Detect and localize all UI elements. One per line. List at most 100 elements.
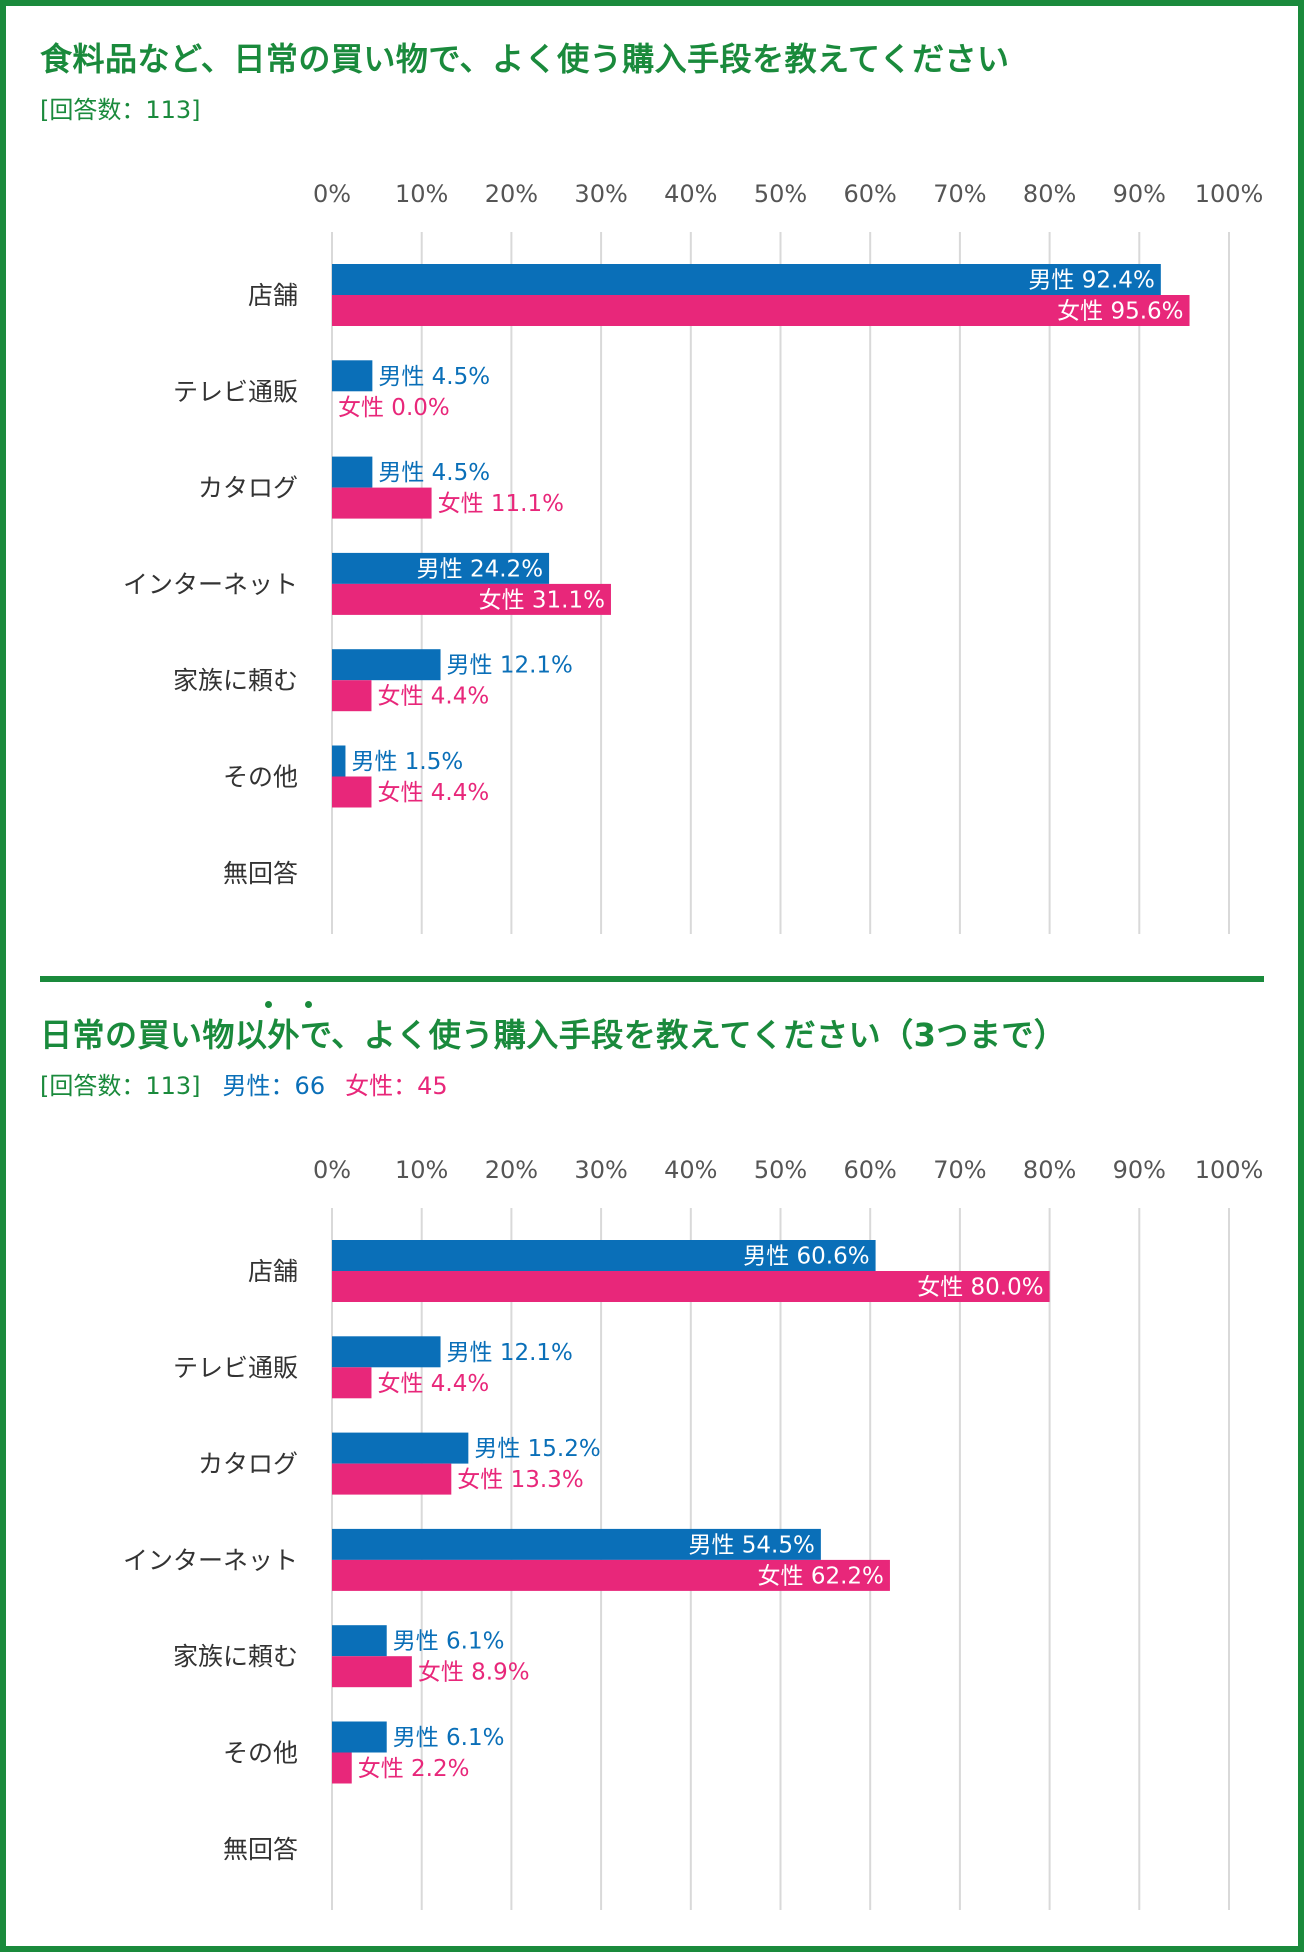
category-label: 家族に頼む (173, 666, 298, 695)
category-label: その他 (223, 763, 298, 792)
category-label: 無回答 (223, 859, 298, 888)
male-bar (332, 1336, 441, 1368)
bar-chart-1: 0% 10% 20% 30% 40% 50% 60% 70% 80% 90% 100% 店舗 男性 92… (123, 180, 1264, 934)
chart-title-2-text: 日常の買い物以外で、よく使う購入手段を教えてください（3つまで） (40, 1016, 1067, 1054)
section-divider (40, 976, 1264, 982)
chart-title-1: 食料品など、日常の買い物で、よく使う購入手段を教えてください (40, 40, 1010, 78)
x-tick-label: 10% (395, 180, 448, 208)
x-tick-label: 100% (1195, 180, 1264, 208)
category-label: 無回答 (223, 1835, 298, 1864)
bar-chart-2: 0% 10% 20% 30% 40% 50% 60% 70% 80% 90% 100% 店舗 男性 60… (123, 1156, 1264, 1910)
female-bar (332, 1752, 352, 1784)
male-value-label: 男性 54.5% (688, 1532, 814, 1558)
x-tick-label: 60% (844, 1156, 897, 1184)
x-tick-label: 70% (933, 1156, 986, 1184)
female-value-label: 女性 2.2% (358, 1756, 470, 1782)
female-value-label: 女性 11.1% (438, 491, 564, 517)
male-value-label: 男性 92.4% (1028, 268, 1154, 294)
male-value-label: 男性 12.1% (447, 1340, 573, 1366)
male-bar (332, 745, 346, 777)
category-label: 店舗 (248, 1257, 298, 1286)
category-label: インターネット (123, 570, 298, 599)
response-count-2: [回答数：113] 男性：66 女性：45 (40, 1066, 1264, 1101)
x-tick-label: 20% (485, 180, 538, 208)
x-tick-label: 50% (754, 1156, 807, 1184)
category-label: 家族に頼む (173, 1642, 298, 1671)
x-tick-label: 90% (1113, 1156, 1166, 1184)
chart-title-2: 日常の買い物以外で、よく使う購入手段を教えてください（3つまで） (40, 1001, 1264, 1056)
x-tick-label: 0% (313, 180, 351, 208)
x-tick-label: 20% (485, 1156, 538, 1184)
x-tick-label: 90% (1113, 180, 1166, 208)
response-count-1: [回答数：113] (40, 90, 1264, 125)
male-value-label: 男性 4.5% (378, 460, 490, 486)
male-value-label: 男性 1.5% (351, 749, 463, 775)
male-bar (332, 649, 441, 681)
female-value-label: 女性 31.1% (479, 587, 605, 613)
female-bar (332, 1271, 1050, 1302)
category-label: カタログ (198, 474, 298, 503)
female-bar (332, 1559, 890, 1591)
male-bar (332, 1240, 876, 1271)
survey-section-2: 日常の買い物以外で、よく使う購入手段を教えてください（3つまで） [回答数：11… (40, 1001, 1264, 1101)
female-count: 女性：45 (345, 1072, 448, 1100)
female-value-label: 女性 4.4% (377, 1371, 489, 1397)
emphasis-dot (305, 1001, 312, 1008)
male-bar (332, 1432, 469, 1464)
female-bar (332, 1367, 372, 1399)
male-bar (332, 1625, 387, 1657)
female-bar (332, 1463, 452, 1495)
response-count-2-text: [回答数：113] (40, 1072, 201, 1100)
female-value-label: 女性 13.3% (457, 1467, 583, 1493)
female-value-label: 女性 62.2% (758, 1563, 884, 1589)
female-bar (332, 1656, 412, 1688)
survey-section-1: 食料品など、日常の買い物で、よく使う購入手段を教えてください [回答数：113] (40, 34, 1264, 125)
female-bar (332, 487, 432, 519)
x-tick-label: 40% (664, 180, 717, 208)
female-value-label: 女性 80.0% (917, 1275, 1043, 1301)
x-tick-label: 40% (664, 1156, 717, 1184)
male-bar (332, 456, 373, 488)
category-label: テレビ通販 (173, 1353, 298, 1382)
x-tick-label: 50% (754, 180, 807, 208)
female-bar (332, 583, 611, 615)
female-value-label: 女性 95.6% (1057, 299, 1183, 325)
male-bar (332, 264, 1161, 295)
x-tick-label: 100% (1195, 1156, 1264, 1184)
x-tick-label: 30% (574, 1156, 627, 1184)
x-tick-label: 10% (395, 1156, 448, 1184)
category-label: 店舗 (248, 281, 298, 310)
male-count: 男性：66 (222, 1072, 326, 1100)
emphasis-dot (265, 1001, 272, 1008)
category-label: その他 (223, 1739, 298, 1768)
response-count-1-text: [回答数：113] (40, 96, 201, 124)
x-tick-label: 30% (574, 180, 627, 208)
category-label: インターネット (123, 1546, 298, 1575)
x-tick-label: 80% (1023, 1156, 1076, 1184)
x-tick-label: 80% (1023, 180, 1076, 208)
category-label: カタログ (198, 1450, 298, 1479)
male-value-label: 男性 12.1% (447, 653, 573, 679)
female-value-label: 女性 8.9% (418, 1660, 530, 1686)
male-value-label: 男性 24.2% (417, 556, 543, 582)
male-value-label: 男性 4.5% (378, 364, 490, 390)
category-label: テレビ通販 (173, 377, 298, 406)
female-value-label: 女性 0.0% (338, 395, 450, 421)
female-value-label: 女性 4.4% (377, 780, 489, 806)
male-bar (332, 1528, 821, 1560)
female-value-label: 女性 4.4% (377, 684, 489, 710)
female-bar (332, 776, 372, 808)
male-bar (332, 360, 373, 392)
male-value-label: 男性 60.6% (743, 1244, 869, 1270)
female-bar (332, 295, 1190, 326)
x-tick-label: 60% (844, 180, 897, 208)
male-bar (332, 1721, 387, 1753)
male-value-label: 男性 15.2% (474, 1436, 600, 1462)
male-value-label: 男性 6.1% (393, 1629, 505, 1655)
x-tick-label: 70% (933, 180, 986, 208)
male-bar (332, 552, 550, 584)
female-bar (332, 680, 372, 712)
x-tick-label: 0% (313, 1156, 351, 1184)
male-value-label: 男性 6.1% (393, 1725, 505, 1751)
